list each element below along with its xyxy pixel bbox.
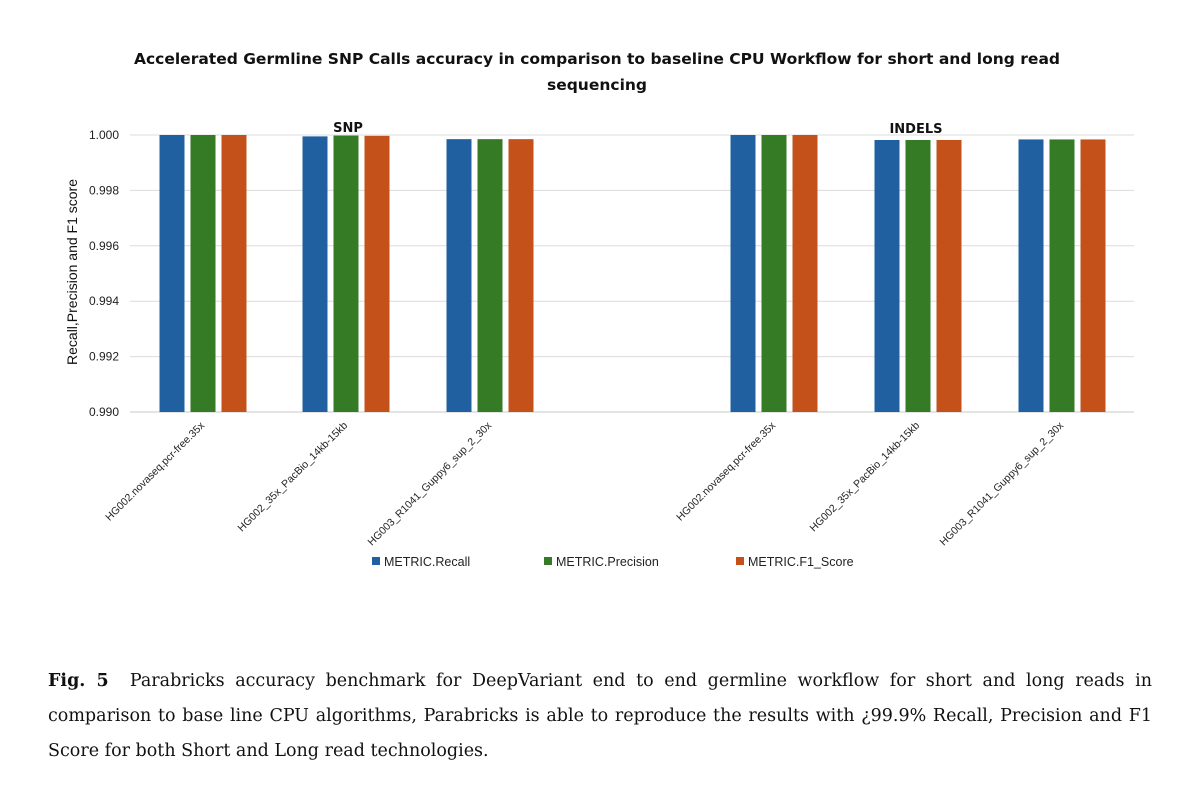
x-tick-label: HG002_35x_PacBio_14kb-15kb	[808, 420, 923, 535]
bar	[874, 139, 900, 412]
y-tick-label: 0.990	[89, 405, 119, 419]
caption-label: Fig. 5	[48, 671, 109, 691]
group-label-indels: INDELS	[889, 122, 942, 137]
bar	[1049, 139, 1075, 412]
bar	[1080, 139, 1106, 412]
y-tick-label: 0.998	[89, 183, 119, 197]
bar	[302, 136, 328, 412]
legend: METRIC.Recall METRIC.Precision METRIC.F1_S…	[372, 555, 854, 569]
bar	[792, 135, 818, 412]
bar	[730, 135, 756, 412]
figure-caption: Fig. 5 Parabricks accuracy benchmark for…	[48, 664, 1152, 769]
y-axis-ticks: 0.990 0.992 0.994 0.996 0.998 1.000	[89, 128, 119, 419]
bar	[159, 135, 185, 412]
bar	[1018, 139, 1044, 412]
group-label-snp: SNP	[333, 121, 363, 136]
bar	[508, 139, 534, 412]
gridlines	[130, 134, 1134, 413]
x-tick-label: HG003_R1041_Guppy6_sup_2_30x	[366, 419, 495, 548]
y-axis-label: Recall,Precision and F1 score	[64, 179, 80, 365]
bar	[221, 135, 247, 412]
caption-text: Parabricks accuracy benchmark for DeepVa…	[48, 671, 1152, 761]
bar	[936, 139, 962, 412]
bar	[333, 135, 359, 412]
y-tick-label: 0.992	[89, 350, 119, 364]
bar	[477, 139, 503, 412]
x-tick-label: HG002_35x_PacBio_14kb-15kb	[236, 420, 351, 535]
legend-label: METRIC.F1_Score	[748, 555, 854, 569]
x-axis-ticks: HG002.novaseq.pcr-free.35x HG002_35x_PacB…	[103, 419, 1066, 548]
chart-title-line-1: Accelerated Germline SNP Calls accuracy …	[134, 50, 1060, 68]
bar	[446, 139, 472, 412]
x-tick-label: HG002.novaseq.pcr-free.35x	[674, 419, 778, 523]
legend-label: METRIC.Precision	[556, 555, 659, 569]
chart-title-line-2: sequencing	[547, 76, 647, 94]
bars	[159, 135, 1106, 412]
legend-swatch	[544, 557, 552, 565]
x-tick-label: HG003_R1041_Guppy6_sup_2_30x	[938, 419, 1067, 548]
bar-chart: Accelerated Germline SNP Calls accuracy …	[64, 50, 1134, 569]
y-tick-label: 0.996	[89, 239, 119, 253]
bar	[761, 135, 787, 412]
bar	[190, 135, 216, 412]
y-tick-label: 1.000	[89, 128, 119, 142]
legend-swatch	[736, 557, 744, 565]
legend-swatch	[372, 557, 380, 565]
legend-label: METRIC.Recall	[384, 555, 470, 569]
bar	[905, 139, 931, 412]
bar	[364, 135, 390, 412]
x-tick-label: HG002.novaseq.pcr-free.35x	[103, 419, 207, 523]
y-tick-label: 0.994	[89, 294, 119, 308]
